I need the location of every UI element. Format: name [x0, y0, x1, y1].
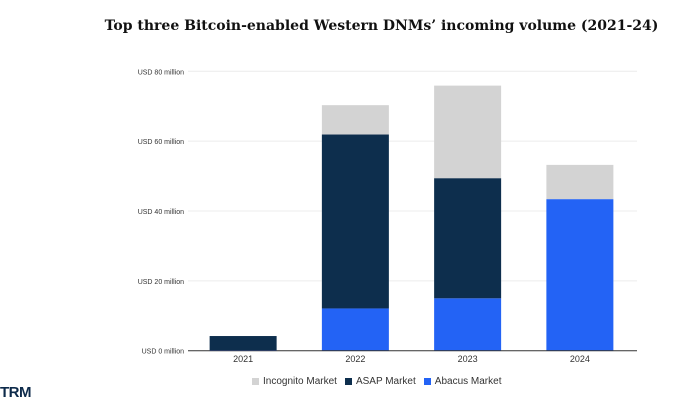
legend-item: Incognito Market [252, 376, 337, 387]
legend-swatch [252, 378, 259, 385]
x-tick-label: 2024 [570, 354, 590, 364]
legend-swatch [344, 378, 352, 385]
legend-swatch [423, 378, 431, 385]
y-tick-label: USD 80 million [138, 69, 184, 76]
bar-incognito-market-2024 [546, 164, 614, 200]
y-tick-label: USD 60 million [138, 139, 184, 146]
bar-asap-market-2022 [321, 134, 389, 309]
legend-label: ASAP Market [355, 376, 416, 387]
x-tick-label: 2022 [345, 354, 365, 364]
bar-incognito-market-2022 [321, 105, 389, 135]
legend: Incognito Market ASAP Market Abacus Market [252, 376, 501, 387]
legend-label: Incognito Market [263, 376, 337, 387]
bar-incognito-market-2023 [434, 85, 502, 179]
chart-title: Top three Bitcoin-enabled Western DNMs’ … [104, 18, 659, 34]
trm-logo: TRM [0, 384, 32, 401]
y-tick-label: USD 0 million [142, 349, 185, 356]
x-tick-label: 2023 [458, 354, 478, 364]
bar-abacus-market-2024 [546, 199, 614, 351]
y-tick-label: USD 20 million [138, 279, 184, 286]
bar-abacus-market-2023 [434, 298, 502, 351]
y-tick-label: USD 40 million [138, 209, 184, 216]
legend-label: Abacus Market [434, 376, 502, 387]
legend-item: ASAP Market [344, 376, 416, 387]
x-tick-label: 2021 [233, 354, 253, 364]
legend-item: Abacus Market [423, 376, 502, 387]
bar-asap-market-2023 [434, 178, 502, 299]
bar-asap-market-2021 [209, 336, 277, 351]
bar-abacus-market-2022 [321, 308, 389, 351]
